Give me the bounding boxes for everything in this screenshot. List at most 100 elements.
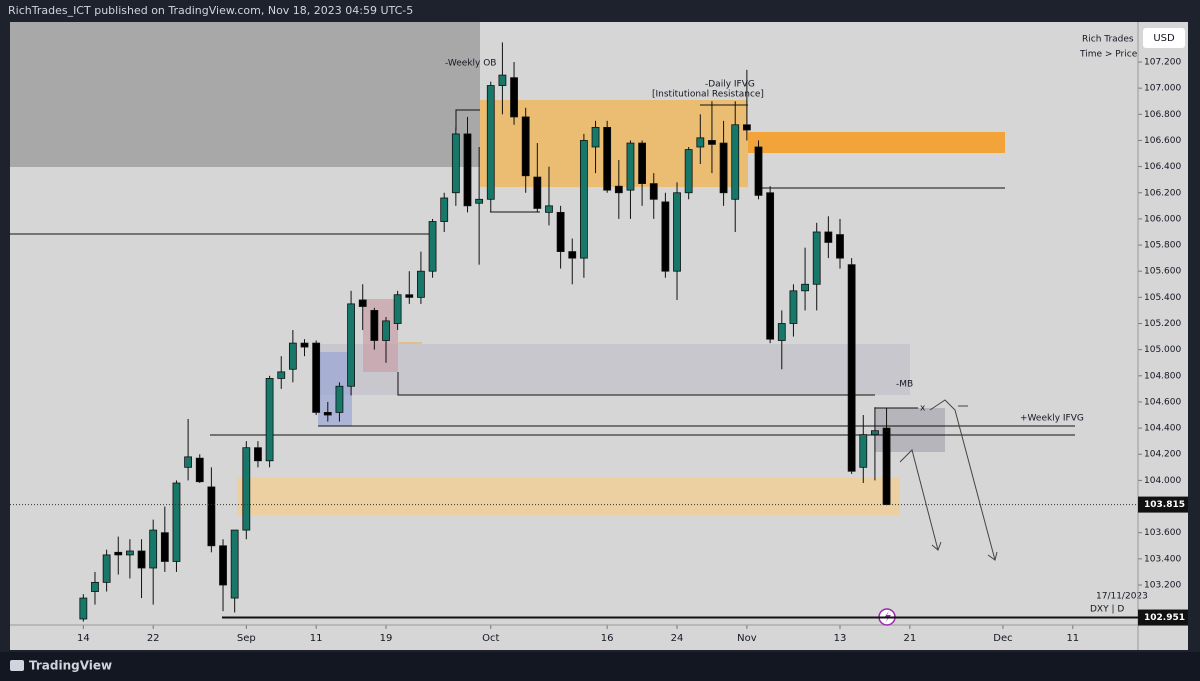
annotation: x: [920, 404, 926, 414]
candle-body: [777, 323, 786, 341]
arrow: [931, 541, 942, 551]
candle-body: [591, 126, 600, 148]
y-tick-label: 106.400: [1144, 162, 1181, 172]
candle-body: [801, 283, 809, 292]
y-tick-label: 104.400: [1144, 424, 1181, 434]
candle-body: [486, 85, 495, 200]
annotation: -MB: [896, 380, 913, 390]
candle-body: [847, 264, 856, 472]
resistance-zone: [748, 132, 1005, 153]
y-tick-label: 103.400: [1144, 554, 1181, 564]
candle-body: [160, 532, 169, 562]
candle-body: [824, 231, 833, 243]
candle-body: [661, 201, 670, 272]
candle-body: [836, 234, 844, 259]
logo-mark: [10, 660, 24, 671]
candle-body: [579, 140, 588, 259]
candle-body: [766, 192, 775, 340]
arrow: [929, 399, 996, 561]
y-tick-label: 104.200: [1144, 450, 1181, 460]
y-tick-label: 104.800: [1144, 371, 1181, 381]
candle-body: [265, 378, 274, 462]
annotation: [Institutional Resistance]: [652, 90, 764, 100]
candle-body: [440, 197, 449, 222]
currency-button[interactable]: [1143, 28, 1185, 48]
y-tick-label: 104.000: [1144, 476, 1181, 486]
candle-body: [358, 299, 367, 307]
candle-body: [475, 198, 484, 204]
candle-body: [126, 550, 134, 556]
x-tick-label: 19: [380, 633, 393, 644]
x-tick-label: 16: [601, 633, 614, 644]
symbol-label: DXY | D: [1090, 605, 1124, 615]
candle-body: [137, 550, 146, 569]
y-tick-label: 105.200: [1144, 319, 1181, 329]
candle-body: [370, 310, 379, 341]
candle-body: [533, 176, 542, 209]
y-tick-label: 107.200: [1144, 58, 1181, 68]
candle-body: [172, 482, 181, 562]
price-label: 103.815: [1144, 500, 1185, 510]
candle-body: [277, 371, 286, 379]
weekly-ob-zone: [10, 22, 480, 167]
candle-body: [754, 146, 763, 196]
candle-body: [731, 124, 740, 200]
candle-body: [638, 142, 646, 185]
candle-body: [649, 183, 658, 200]
candle-body: [195, 457, 204, 483]
x-tick-label: 11: [310, 633, 323, 644]
candle-body: [463, 133, 472, 207]
candle-body: [254, 447, 262, 462]
candle-body: [230, 529, 239, 599]
candle-body: [312, 342, 321, 413]
candle-body: [568, 251, 577, 259]
candle-body: [323, 412, 332, 416]
price-label-box: [1138, 496, 1188, 513]
candle-body: [219, 545, 227, 586]
candle-body: [614, 185, 623, 194]
candle-body: [114, 551, 123, 556]
candle-body: [428, 221, 437, 272]
candle-body: [789, 290, 798, 324]
candle-body: [673, 192, 681, 272]
author: Rich Trades: [1082, 35, 1134, 45]
annotation: -Weekly OB: [445, 59, 497, 69]
daily-ifvg-zone: [480, 100, 748, 187]
candle-body: [91, 581, 99, 592]
candle-body: [417, 270, 425, 298]
candle-body: [300, 342, 309, 348]
x-tick-label: Oct: [482, 633, 499, 644]
arrow: [899, 449, 939, 551]
candle-body: [288, 342, 297, 370]
candle-body: [708, 140, 716, 145]
candle-body: [603, 126, 612, 191]
logo-text: TradingView: [29, 659, 112, 673]
candle-body: [521, 116, 530, 177]
y-tick-label: 105.000: [1144, 345, 1181, 355]
weekly-ifvg-zone: [237, 478, 900, 515]
x-tick-label: 21: [903, 633, 916, 644]
candle-body: [382, 320, 390, 341]
y-tick-label: 107.000: [1144, 84, 1181, 94]
candle-body: [871, 430, 879, 436]
price-label-box: [1138, 609, 1188, 626]
x-tick-label: 22: [147, 633, 160, 644]
candle-body: [812, 231, 821, 285]
candle-body: [859, 434, 868, 468]
candle-body: [719, 142, 728, 194]
y-tick-label: 105.400: [1144, 293, 1181, 303]
y-tick-label: 106.000: [1144, 214, 1181, 224]
level-line: [397, 372, 875, 396]
candle-body: [405, 294, 414, 298]
y-tick-label: 105.600: [1144, 267, 1181, 277]
candle-body: [556, 211, 565, 252]
candle-body: [347, 303, 355, 387]
blue-box: [318, 352, 352, 426]
candle-body: [102, 554, 111, 583]
y-tick-label: 106.200: [1144, 188, 1181, 198]
candle-body: [696, 137, 705, 148]
currency[interactable]: USD: [1153, 33, 1175, 44]
candle-body: [393, 294, 402, 324]
price-label: 102.951: [1144, 613, 1185, 623]
